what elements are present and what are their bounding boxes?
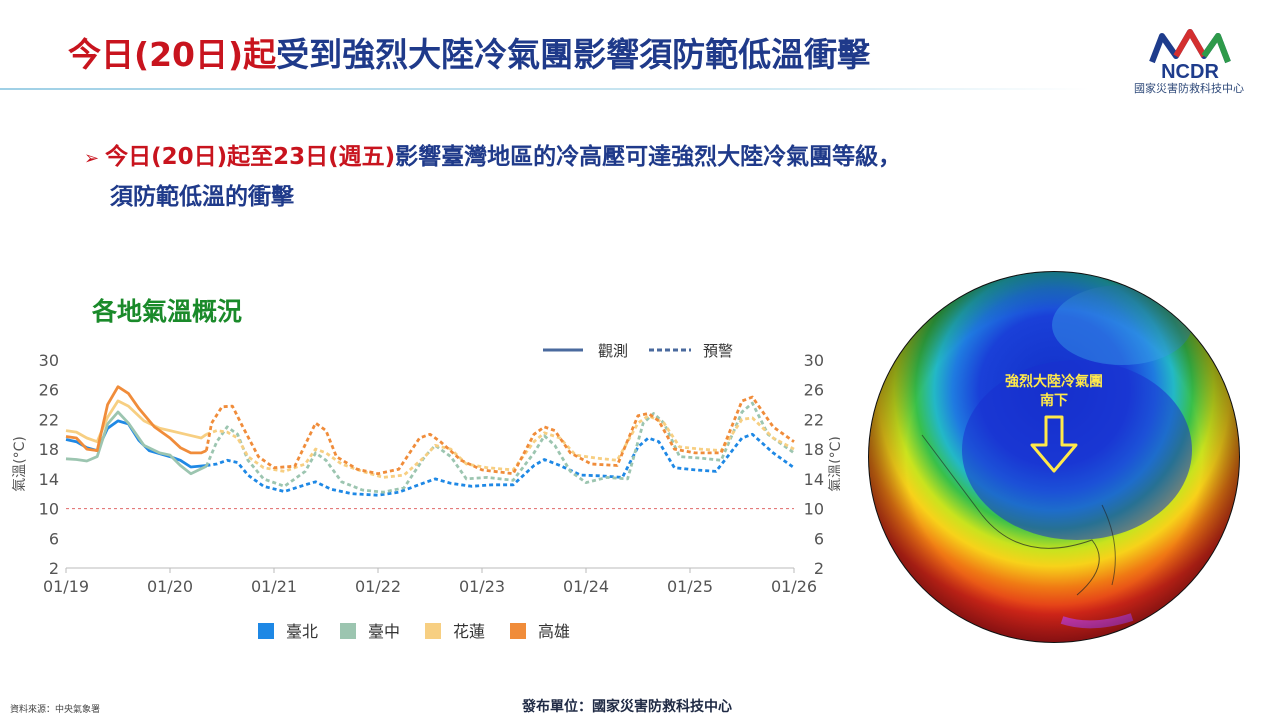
legend-label-kaohsiung: 高雄 (538, 622, 570, 641)
y-tick-label-right: 22 (804, 410, 824, 429)
bullet-text-red-1: 今日(20日)起 (105, 144, 251, 170)
y-tick-label-left: 14 (39, 470, 59, 489)
y-tick-label-left: 18 (39, 440, 59, 459)
series-line-forecast-kaohsiung (205, 395, 795, 476)
series-line-observed-taichung (65, 410, 208, 476)
legend-label-taichung: 臺中 (368, 622, 400, 641)
title-main: 受到強烈大陸冷氣團影響須防範低溫衝擊 (276, 35, 871, 74)
globe-annotation-line2: 南下 (1040, 392, 1068, 409)
ncdr-logo: NCDR (1149, 29, 1231, 83)
x-tick-label: 01/21 (251, 577, 297, 596)
series-line-observed-kaohsiung (65, 385, 207, 455)
y-tick-label-right: 18 (804, 440, 824, 459)
y-tick-label-left: 2 (49, 559, 59, 578)
bullet-text-blue: 影響臺灣地區的冷高壓可達強烈大陸冷氣團等級， (395, 144, 902, 170)
x-tick-label: 01/20 (147, 577, 193, 596)
title-highlight: 今日(20日)起 (68, 35, 277, 74)
legend-label-hualien: 花蓮 (453, 622, 485, 641)
legend-label-taipei: 臺北 (286, 622, 318, 641)
x-tick-label: 01/24 (563, 577, 609, 596)
y-tick-label-right: 14 (804, 470, 824, 489)
legend-swatch-taichung (340, 623, 356, 639)
bullet-text-red-2: 23日(週五) (273, 144, 396, 170)
cold-air-globe-map: 強烈大陸冷氣團 南下 (868, 271, 1240, 643)
bullet-arrow-icon: ➢ (84, 148, 100, 169)
bullet-point: ➢ 今日(20日)起至23日(週五)影響臺灣地區的冷高壓可達強烈大陸冷氣團等級， … (84, 138, 901, 216)
y-tick-label-right: 10 (804, 500, 824, 519)
series-line-forecast-taipei (206, 432, 795, 497)
logo-org-name: 國家災害防救科技中心 (1134, 82, 1244, 95)
bullet-text-2: 至 (250, 144, 274, 170)
legend-swatch-kaohsiung (510, 623, 526, 639)
y-tick-label-right: 26 (804, 381, 824, 400)
legend-swatch-hualien (425, 623, 441, 639)
x-tick-label: 01/23 (459, 577, 505, 596)
title-divider (0, 88, 1090, 90)
publisher: 發布單位：國家災害防救科技中心 (522, 699, 732, 715)
y-tick-label-left: 26 (39, 381, 59, 400)
series-line-forecast-hualien (205, 414, 795, 479)
globe-annotation-line1: 強烈大陸冷氣團 (1005, 373, 1103, 390)
y-tick-label-left: 22 (39, 410, 59, 429)
bullet-line-2: 須防範低溫的衝擊 (110, 184, 294, 210)
y-tick-label-left: 30 (39, 351, 59, 370)
x-tick-label: 01/19 (43, 577, 89, 596)
section-title: 各地氣溫概況 (92, 297, 243, 326)
down-arrow-icon (1030, 415, 1078, 473)
x-tick-label: 01/25 (667, 577, 713, 596)
y-tick-label-left: 10 (39, 500, 59, 519)
y-tick-label-left: 6 (49, 529, 59, 548)
page-title: 今日(20日)起受到強烈大陸冷氣團影響須防範低溫衝擊 (68, 28, 870, 76)
legend-swatch-taipei (258, 623, 274, 639)
y-tick-label-right: 30 (804, 351, 824, 370)
legend-observed-label: 觀測 (598, 342, 628, 360)
x-tick-label: 01/26 (771, 577, 817, 596)
legend-forecast-label: 預警 (703, 342, 733, 360)
series-line-forecast-taichung (205, 401, 795, 494)
x-tick-label: 01/22 (355, 577, 401, 596)
y-tick-label-right: 6 (814, 529, 824, 548)
series-line-observed-hualien (65, 399, 208, 444)
logo-acronym: NCDR (1161, 61, 1219, 83)
y-tick-label-right: 2 (814, 559, 824, 578)
y-axis-label-right: 氣溫(°C) (828, 436, 840, 492)
y-axis-label-left: 氣溫(°C) (12, 436, 28, 492)
data-source: 資料來源：中央氣象署 (10, 705, 101, 715)
